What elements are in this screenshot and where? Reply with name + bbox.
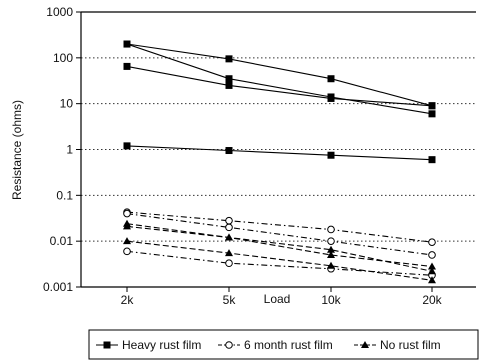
data-point [225, 223, 233, 232]
data-point [225, 259, 233, 268]
data-point [327, 75, 335, 83]
series-line-4 [126, 211, 433, 243]
x-tick-labels: 2k 5k 10k 20k [121, 293, 443, 307]
data-point [428, 251, 436, 259]
series-markers [123, 40, 436, 284]
y-axis-title: Resistance (ohms) [10, 100, 24, 200]
data-point [123, 62, 131, 70]
data-point [123, 209, 131, 218]
series-line-7 [126, 223, 433, 268]
data-point [428, 267, 436, 275]
data-point [225, 75, 233, 83]
axes [76, 11, 476, 292]
x-tick-label: 10k [321, 293, 341, 307]
data-point [327, 250, 335, 258]
data-point [327, 225, 335, 234]
series-line-5 [126, 213, 433, 256]
data-point [123, 247, 131, 256]
y-tick-label: 0.01 [50, 234, 74, 248]
data-point [225, 233, 233, 241]
data-point [327, 94, 335, 102]
data-point [123, 222, 131, 230]
series-line-6 [126, 250, 433, 276]
data-point [225, 147, 233, 155]
data-point [225, 216, 233, 225]
x-tick-label: 20k [422, 293, 442, 307]
legend-box [88, 329, 479, 360]
legend-label: 6 month rust film [244, 338, 333, 352]
data-point [428, 238, 436, 246]
series-line-0 [126, 43, 433, 107]
data-point [327, 245, 335, 253]
y-tick-label: 0.1 [56, 188, 73, 202]
legend-label: No rust film [380, 338, 441, 352]
x-axis-title: Load [264, 292, 291, 306]
series-line-2 [126, 65, 433, 107]
data-point [327, 151, 335, 159]
y-tick-label: 10 [60, 97, 74, 111]
legend: Heavy rust film 6 month rust film No rust … [88, 329, 479, 360]
y-tick-label: 0.001 [43, 280, 73, 294]
legend-label: Heavy rust film [122, 338, 201, 352]
data-point [225, 55, 233, 63]
series-lines [126, 43, 433, 281]
series-line-3 [126, 145, 433, 161]
y-tick-label: 100 [53, 51, 73, 65]
data-point [327, 237, 335, 245]
x-tick-label: 5k [223, 293, 237, 307]
data-point [123, 142, 131, 150]
data-point [428, 110, 436, 118]
y-tick-label: 1 [66, 143, 73, 157]
legend-marker-triangle [361, 341, 369, 348]
grid-lines [81, 57, 476, 242]
data-point [123, 237, 131, 245]
legend-marker-circle [225, 341, 233, 349]
data-point [327, 261, 335, 269]
data-point [225, 81, 233, 89]
data-point [225, 249, 233, 257]
series-line-8 [126, 225, 433, 272]
legend-marker-square [103, 341, 111, 349]
data-point [123, 40, 131, 48]
data-point [428, 102, 436, 110]
data-point [428, 156, 436, 164]
series-line-9 [126, 240, 433, 281]
data-point [428, 276, 436, 284]
series-line-1 [126, 43, 433, 115]
y-tick-label: 1000 [46, 5, 73, 19]
x-tick-label: 2k [121, 293, 135, 307]
data-point [428, 262, 436, 270]
y-tick-labels: 1000 100 10 1 0.1 0.01 0.001 [43, 5, 73, 294]
